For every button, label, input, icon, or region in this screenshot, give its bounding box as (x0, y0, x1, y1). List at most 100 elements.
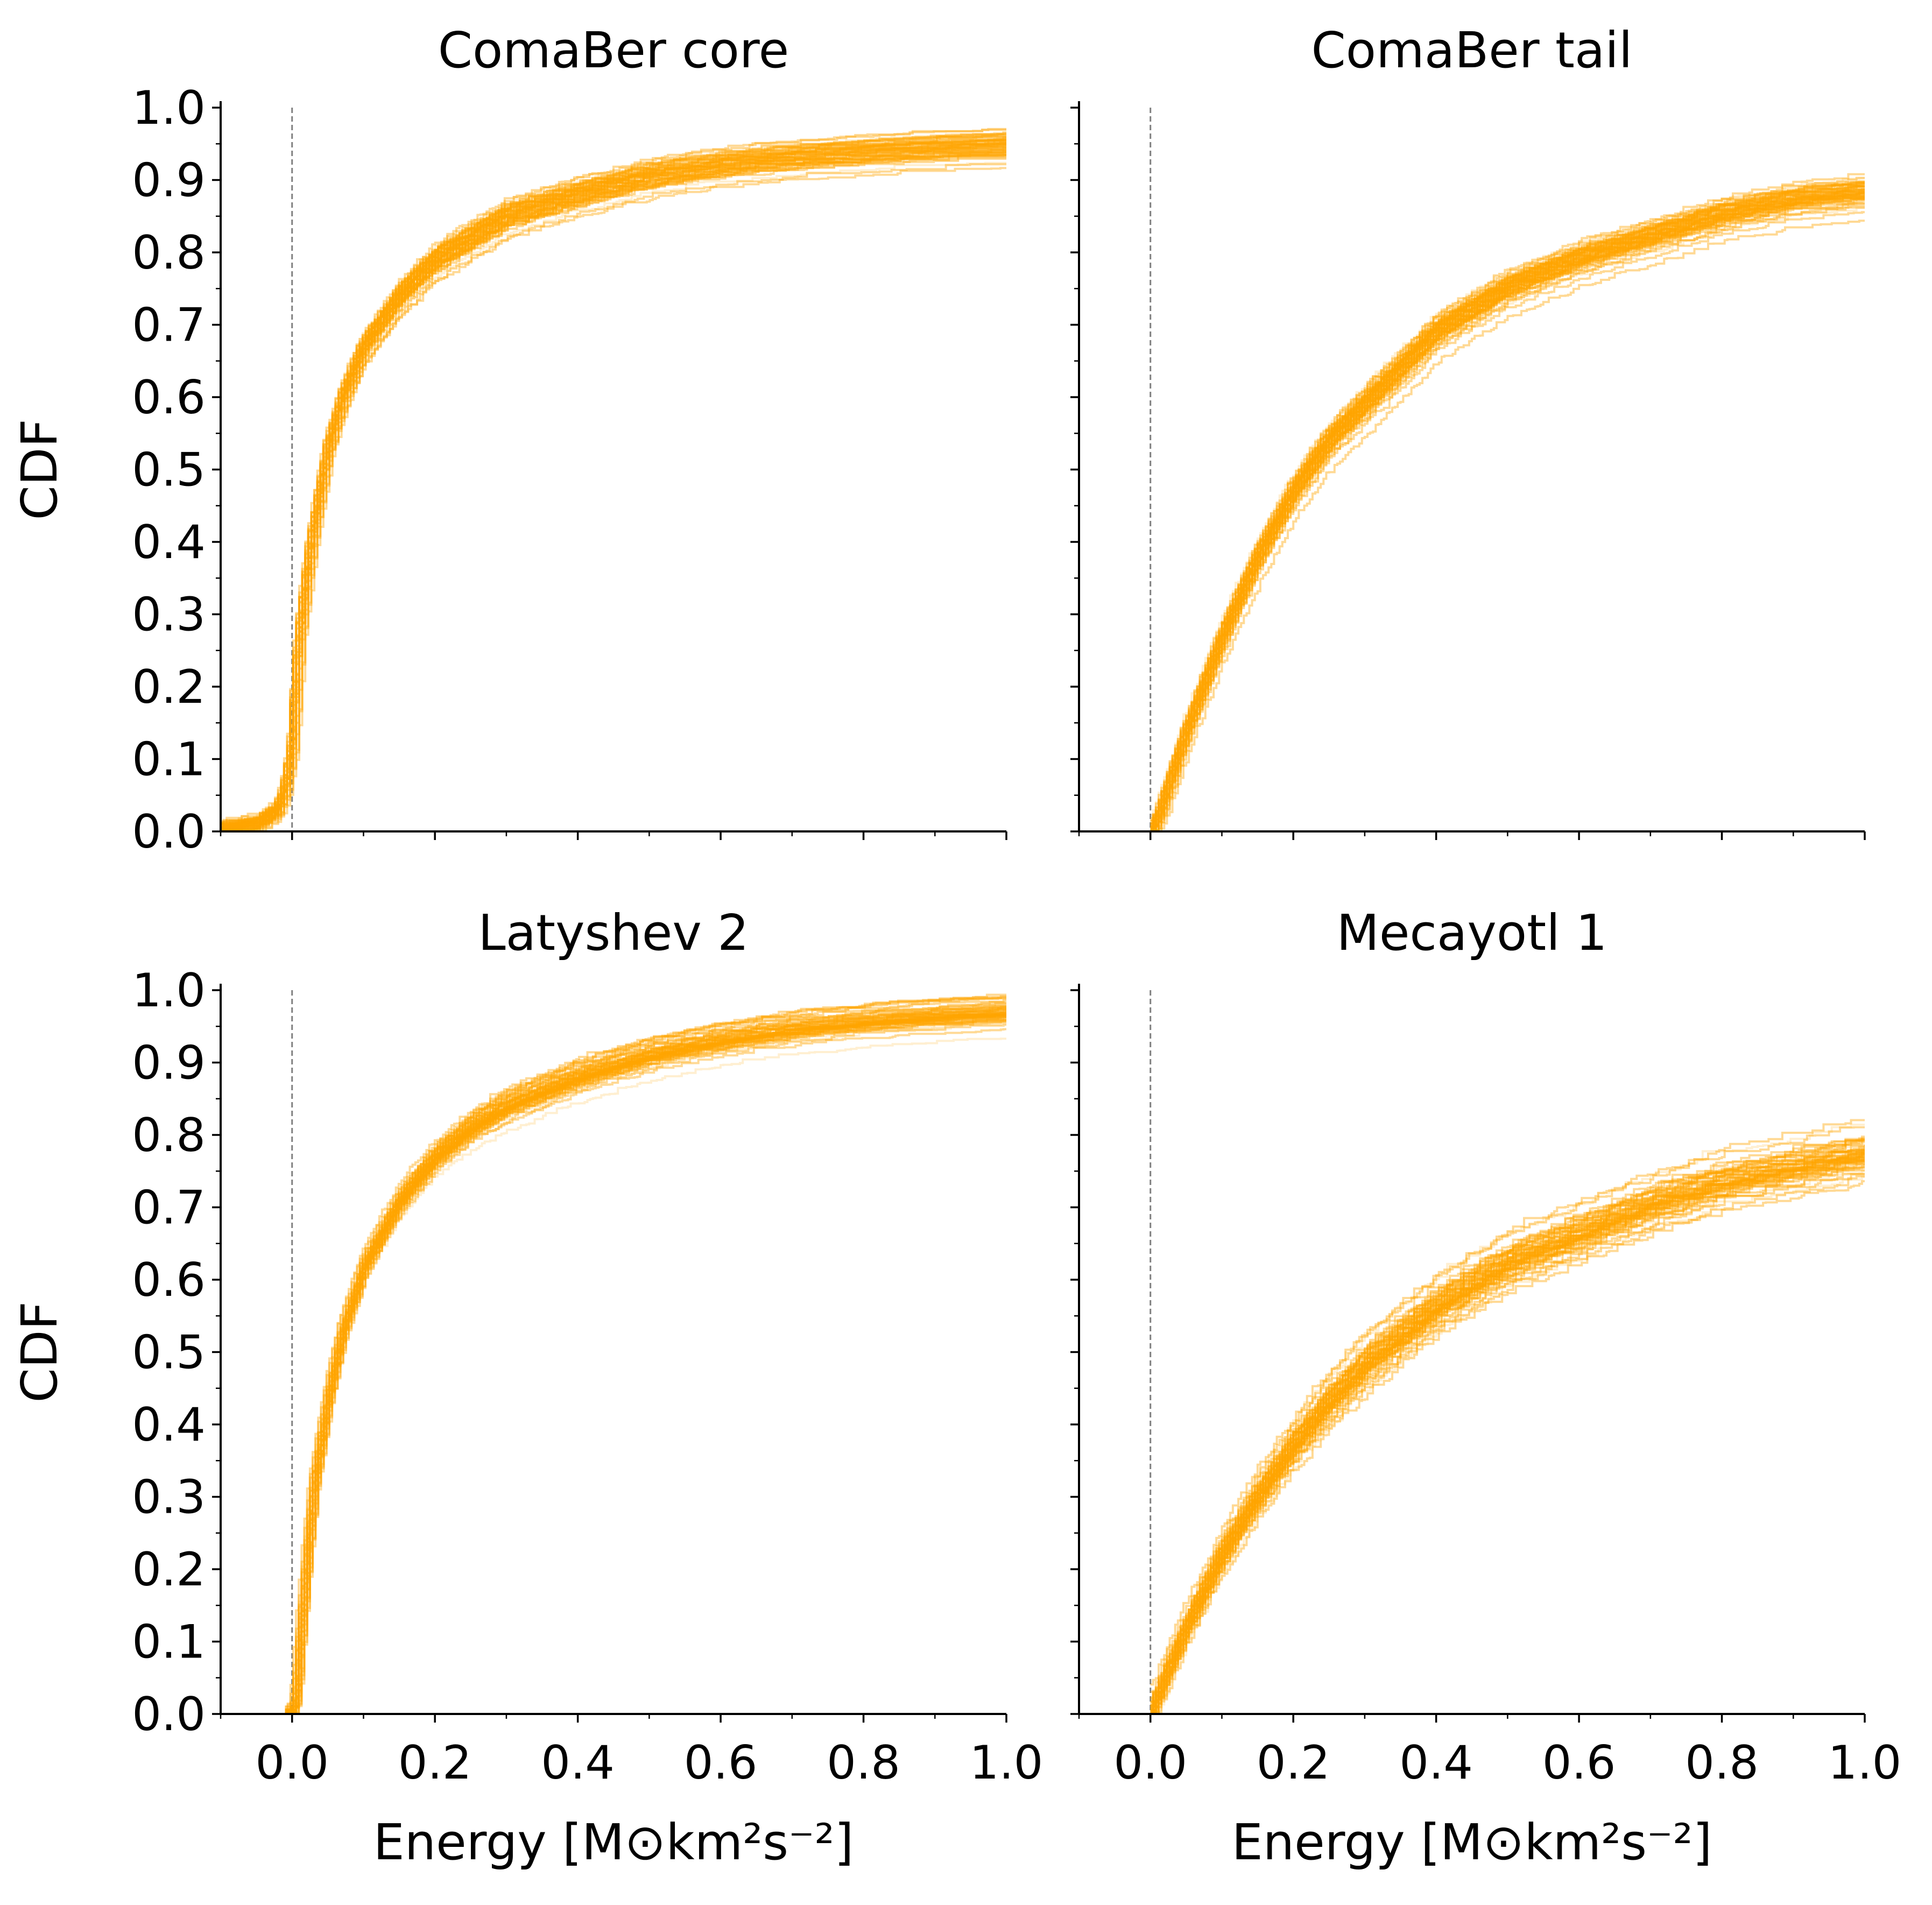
cdf-line (1150, 1155, 1865, 1711)
cdf-line (1150, 177, 1865, 820)
cdf-line (221, 146, 1006, 831)
cdf-line (1150, 197, 1865, 831)
cdf-line (1150, 192, 1865, 822)
cdf-line (285, 1000, 1006, 1711)
y-tick-label: 0.1 (132, 1615, 206, 1669)
y-tick-label: 0.7 (132, 299, 206, 352)
cdf-line (1150, 1162, 1865, 1714)
cdf-line (285, 1020, 1006, 1714)
cdf-line (1150, 1135, 1865, 1711)
cdf-line (221, 135, 1006, 826)
cdf-line (1150, 192, 1865, 829)
cdf-line (285, 1018, 1006, 1714)
y-tick-label: 0.4 (132, 516, 206, 569)
cdf-line (285, 1011, 1006, 1714)
y-tick-label: 0.7 (132, 1181, 206, 1235)
cdf-line (1150, 1160, 1865, 1714)
cdf-line (1150, 200, 1865, 831)
cdf-line (1150, 188, 1865, 830)
cdf-line (1150, 202, 1865, 831)
cdf-line (1150, 181, 1865, 828)
cdf-line (221, 143, 1006, 830)
cdf-line (221, 136, 1006, 829)
y-tick-label: 0.0 (132, 1688, 206, 1741)
cdf-line (1150, 185, 1865, 824)
cdf-line (1150, 204, 1865, 831)
x-tick-label: 0.0 (1113, 1736, 1187, 1790)
cdf-line (1150, 1151, 1865, 1703)
cdf-line (285, 1015, 1006, 1714)
cdf-line (1150, 1139, 1865, 1704)
cdf-line (285, 1014, 1006, 1714)
cdf-line (1150, 1158, 1865, 1712)
cdf-line (1150, 183, 1865, 822)
cdf-line (285, 1020, 1006, 1714)
cdf-line (221, 154, 1006, 831)
cdf-line (285, 1010, 1006, 1712)
cdf-line (285, 1002, 1006, 1711)
panel-title: Latyshev 2 (478, 904, 749, 962)
cdf-line (1150, 1149, 1865, 1713)
y-tick-label: 0.6 (132, 371, 206, 425)
cdf-line (221, 141, 1006, 826)
cdf-line (1150, 195, 1865, 831)
cdf-line (1150, 1150, 1865, 1706)
cdf-line (1150, 197, 1865, 831)
cdf-line (1150, 185, 1865, 831)
cdf-line (1150, 196, 1865, 831)
y-tick-label: 0.9 (132, 154, 206, 208)
cdf-line (221, 143, 1006, 831)
cdf-line (221, 147, 1006, 831)
cdf-line (1150, 1173, 1865, 1714)
cdf-line (1150, 1153, 1865, 1709)
y-tick-label: 0.8 (132, 226, 206, 280)
cdf-line (1150, 1166, 1865, 1714)
cdf-line (285, 1011, 1006, 1714)
cdf-line (1150, 1173, 1865, 1714)
y-tick-label: 1.0 (132, 964, 206, 1018)
cdf-line (1150, 173, 1865, 825)
cdf-line (1150, 1141, 1865, 1713)
cdf-line (221, 146, 1006, 831)
cdf-line (221, 140, 1006, 831)
cdf-line (1150, 1154, 1865, 1712)
cdf-line (1150, 1161, 1865, 1714)
cdf-line (285, 1038, 1006, 1714)
cdf-line (1150, 1143, 1865, 1709)
cdf-line (1150, 1160, 1865, 1714)
cdf-line (221, 167, 1006, 831)
cdf-line (1150, 1159, 1865, 1707)
cdf-line (221, 139, 1006, 827)
cdf-line (1150, 1167, 1865, 1714)
cdf-line (1150, 1126, 1865, 1686)
cdf-line (285, 1016, 1006, 1714)
cdf-line (285, 1006, 1006, 1714)
cdf-line (285, 1006, 1006, 1713)
y-tick-label: 0.3 (132, 1471, 206, 1525)
cdf-line (1150, 181, 1865, 822)
cdf-line (1150, 1144, 1865, 1711)
cdf-realizations (1150, 1119, 1865, 1714)
y-tick-label: 0.0 (132, 805, 206, 859)
cdf-line (221, 155, 1006, 831)
cdf-line (285, 1008, 1006, 1714)
cdf-line (285, 1013, 1006, 1714)
cdf-line (1150, 1158, 1865, 1705)
cdf-line (285, 1015, 1006, 1714)
panel-title: ComaBer core (438, 22, 789, 79)
x-tick-label: 0.2 (1257, 1736, 1330, 1790)
cdf-line (285, 1005, 1006, 1712)
y-tick-label: 0.9 (132, 1036, 206, 1090)
cdf-line (285, 993, 1006, 1708)
x-axis-label: Energy [M⊙km²s⁻²] (373, 1814, 854, 1871)
x-tick-label: 0.2 (398, 1736, 472, 1790)
cdf-line (1150, 1169, 1865, 1711)
cdf-line (1150, 1180, 1865, 1714)
cdf-line (1150, 194, 1865, 831)
cdf-line (1150, 220, 1865, 831)
cdf-line (1150, 195, 1865, 831)
cdf-line (1150, 188, 1865, 831)
cdf-line (1150, 1137, 1865, 1693)
cdf-line (285, 1007, 1006, 1714)
